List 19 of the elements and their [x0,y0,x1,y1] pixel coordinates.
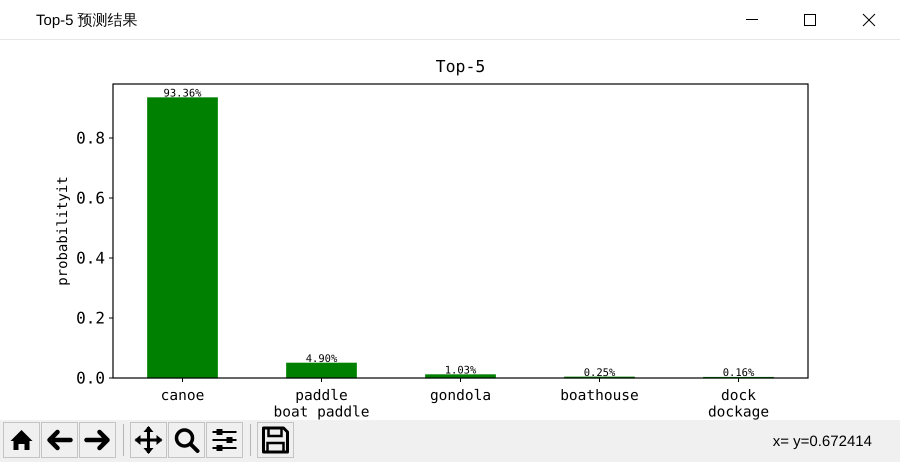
data-label: 93.36% [164,87,202,100]
y-tick-label: 0.8 [76,128,105,148]
x-tick-label: gondola [430,388,492,404]
chart-title: Top-5 [436,57,486,76]
y-tick-label: 0.4 [76,248,105,268]
x-tick-label: boathouse [560,388,639,404]
data-label: 0.25% [584,366,616,379]
y-tick-label: 0.2 [76,308,105,328]
y-tick-label: 0.0 [76,368,105,388]
x-tick-label: paddle boat paddle [273,388,370,420]
x-tick-label: dock dockage [708,388,770,420]
data-label: 1.03% [444,364,477,376]
data-label: 0.16% [722,367,755,380]
y-axis-title: probabilityit [55,176,71,286]
x-tick-label: canoe [160,388,204,404]
data-label: 4.90% [306,352,338,365]
text: Top-5 预测结果 [36,12,138,29]
text: x= y=0.672414 [772,433,872,450]
y-tick-label: 0.6 [76,188,105,208]
